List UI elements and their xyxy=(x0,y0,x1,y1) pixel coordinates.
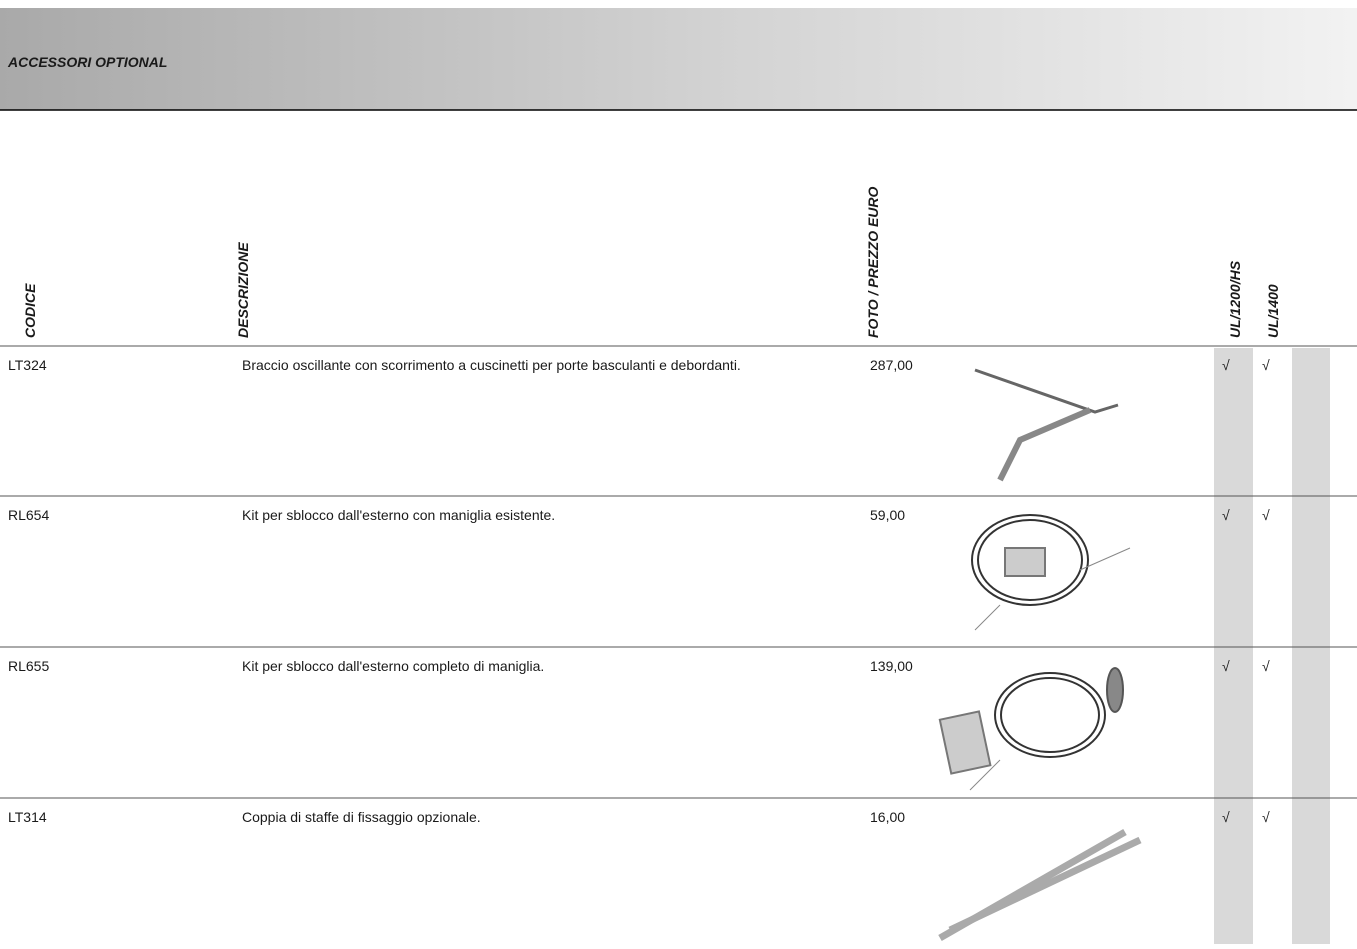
product-image xyxy=(974,368,1119,482)
column-header: DESCRIZIONE xyxy=(235,242,251,338)
check-mark: √ xyxy=(1222,507,1230,523)
section-title: ACCESSORI OPTIONAL xyxy=(7,54,167,70)
product-image xyxy=(971,514,1131,631)
product-image xyxy=(938,667,1124,791)
column-header: CODICE xyxy=(22,283,38,338)
cell: Kit per sblocco dall'esterno completo di… xyxy=(242,658,544,674)
check-mark: √ xyxy=(1222,357,1230,373)
column-header: UL/1200/HS xyxy=(1227,260,1243,338)
header-band xyxy=(0,8,1357,110)
check-mark: √ xyxy=(1222,809,1230,825)
cell: RL655 xyxy=(8,658,49,674)
product-image xyxy=(938,828,1142,942)
cell: Coppia di staffe di fissaggio opzionale. xyxy=(242,809,481,825)
cell: LT324 xyxy=(8,357,47,373)
column-header: FOTO / PREZZO EURO xyxy=(865,186,881,338)
check-mark: √ xyxy=(1262,357,1270,373)
cell: 287,00 xyxy=(870,357,913,373)
column-shade xyxy=(1292,348,1330,944)
column-shade xyxy=(1214,348,1253,944)
cell: 16,00 xyxy=(870,809,905,825)
check-mark: √ xyxy=(1222,658,1230,674)
column-header: UL/1400 xyxy=(1265,284,1281,338)
cell: Braccio oscillante con scorrimento a cus… xyxy=(242,357,741,373)
cell: LT314 xyxy=(8,809,47,825)
cell: 59,00 xyxy=(870,507,905,523)
check-mark: √ xyxy=(1262,507,1270,523)
cell: Kit per sblocco dall'esterno con manigli… xyxy=(242,507,555,523)
check-mark: √ xyxy=(1262,658,1270,674)
cell: 139,00 xyxy=(870,658,913,674)
check-mark: √ xyxy=(1262,809,1270,825)
cell: RL654 xyxy=(8,507,49,523)
